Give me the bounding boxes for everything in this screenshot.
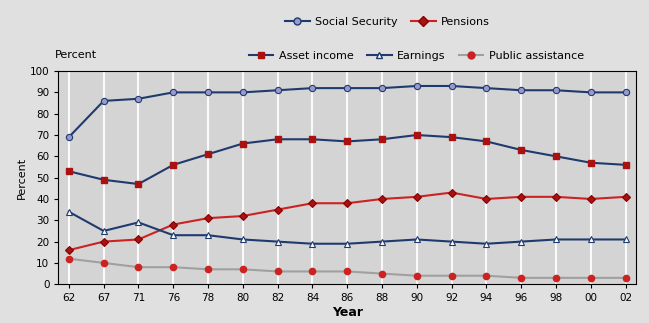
Social Security	[100, 99, 108, 103]
Social Security	[204, 90, 212, 94]
Earnings	[274, 240, 282, 244]
Asset income	[134, 182, 142, 186]
Earnings	[169, 233, 177, 237]
Earnings	[100, 229, 108, 233]
Public assistance	[552, 276, 560, 280]
Asset income	[169, 163, 177, 167]
Earnings	[308, 242, 316, 246]
Public assistance	[587, 276, 594, 280]
Social Security	[517, 88, 525, 92]
Public assistance	[517, 276, 525, 280]
Public assistance	[204, 267, 212, 271]
Pensions	[517, 195, 525, 199]
Line: Public assistance: Public assistance	[66, 255, 629, 281]
Earnings	[413, 237, 421, 241]
Social Security	[274, 88, 282, 92]
Earnings	[587, 237, 594, 241]
Line: Asset income: Asset income	[66, 132, 629, 187]
Pensions	[274, 208, 282, 212]
Social Security	[413, 84, 421, 88]
Asset income	[308, 137, 316, 141]
Earnings	[239, 237, 247, 241]
Pensions	[65, 248, 73, 252]
Asset income	[378, 137, 386, 141]
Pensions	[239, 214, 247, 218]
Earnings	[204, 233, 212, 237]
Earnings	[552, 237, 560, 241]
Earnings	[482, 242, 490, 246]
Public assistance	[274, 269, 282, 273]
Asset income	[65, 169, 73, 173]
Pensions	[204, 216, 212, 220]
Public assistance	[65, 257, 73, 261]
Asset income	[552, 154, 560, 158]
Public assistance	[622, 276, 630, 280]
Earnings	[448, 240, 456, 244]
Public assistance	[482, 274, 490, 278]
Pensions	[482, 197, 490, 201]
Social Security	[587, 90, 594, 94]
Asset income	[204, 152, 212, 156]
Pensions	[308, 201, 316, 205]
Public assistance	[239, 267, 247, 271]
Earnings	[622, 237, 630, 241]
Pensions	[622, 195, 630, 199]
Social Security	[134, 97, 142, 101]
Social Security	[343, 86, 351, 90]
Public assistance	[169, 265, 177, 269]
Asset income	[239, 141, 247, 145]
Pensions	[100, 240, 108, 244]
Legend: Asset income, Earnings, Public assistance: Asset income, Earnings, Public assistanc…	[245, 47, 589, 66]
Earnings	[134, 221, 142, 224]
Asset income	[448, 135, 456, 139]
Earnings	[65, 210, 73, 214]
Asset income	[622, 163, 630, 167]
Line: Social Security: Social Security	[66, 83, 629, 140]
Public assistance	[134, 265, 142, 269]
Social Security	[482, 86, 490, 90]
Pensions	[413, 195, 421, 199]
Social Security	[448, 84, 456, 88]
Asset income	[274, 137, 282, 141]
Earnings	[517, 240, 525, 244]
Asset income	[413, 133, 421, 137]
Social Security	[308, 86, 316, 90]
Public assistance	[100, 261, 108, 265]
Asset income	[587, 161, 594, 165]
Line: Pensions: Pensions	[66, 190, 629, 253]
Asset income	[517, 148, 525, 152]
Pensions	[378, 197, 386, 201]
Asset income	[100, 178, 108, 182]
Pensions	[552, 195, 560, 199]
Social Security	[378, 86, 386, 90]
Public assistance	[343, 269, 351, 273]
Social Security	[239, 90, 247, 94]
Public assistance	[378, 272, 386, 276]
Line: Earnings: Earnings	[66, 208, 629, 247]
Asset income	[482, 140, 490, 143]
Social Security	[552, 88, 560, 92]
Asset income	[343, 140, 351, 143]
Public assistance	[413, 274, 421, 278]
Pensions	[587, 197, 594, 201]
Social Security	[65, 135, 73, 139]
Social Security	[622, 90, 630, 94]
Pensions	[343, 201, 351, 205]
Earnings	[378, 240, 386, 244]
X-axis label: Year: Year	[332, 306, 363, 319]
Y-axis label: Percent: Percent	[17, 157, 27, 199]
Pensions	[169, 223, 177, 226]
Text: Percent: Percent	[55, 50, 97, 60]
Public assistance	[448, 274, 456, 278]
Social Security	[169, 90, 177, 94]
Pensions	[448, 191, 456, 194]
Public assistance	[308, 269, 316, 273]
Earnings	[343, 242, 351, 246]
Pensions	[134, 237, 142, 241]
